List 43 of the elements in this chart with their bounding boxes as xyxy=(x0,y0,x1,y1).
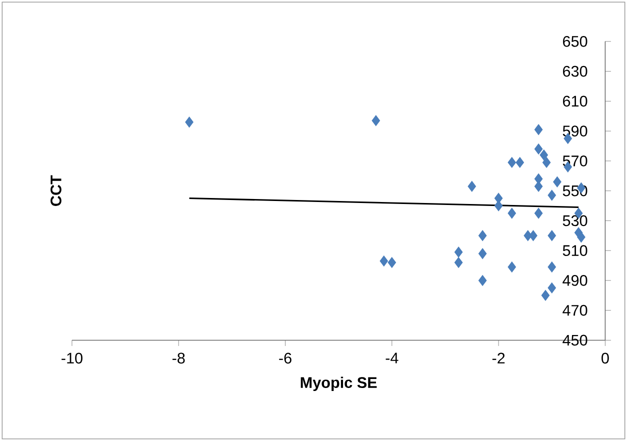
point xyxy=(548,190,556,201)
point xyxy=(478,230,487,241)
point xyxy=(388,257,396,268)
x-tick-label: -6 xyxy=(279,352,292,364)
point xyxy=(185,116,194,128)
y-tick-label: 590 xyxy=(562,126,588,136)
point xyxy=(548,230,556,241)
y-tick-label: 610 xyxy=(563,96,588,107)
x-axis-title: Myopic SE xyxy=(300,376,377,392)
point xyxy=(468,180,476,192)
point xyxy=(529,230,538,241)
point xyxy=(541,290,550,301)
y-axis-title: CCT xyxy=(50,175,62,206)
point xyxy=(454,246,463,258)
y-tick-label: 630 xyxy=(563,66,588,77)
point xyxy=(478,275,487,286)
point xyxy=(508,157,516,168)
x-tick-label: -4 xyxy=(386,352,398,364)
y-tick-label: 510 xyxy=(562,245,588,256)
point xyxy=(478,248,487,259)
point xyxy=(380,256,388,266)
point xyxy=(372,115,380,126)
y-tick-label: 650 xyxy=(563,36,588,47)
x-tick-label: -2 xyxy=(492,352,505,364)
point xyxy=(508,208,516,219)
point xyxy=(542,157,551,168)
point xyxy=(548,262,556,272)
point xyxy=(508,262,516,272)
x-tick-label: -10 xyxy=(62,352,82,364)
point xyxy=(553,176,562,188)
y-tick-label: 490 xyxy=(562,275,588,286)
point xyxy=(540,150,548,160)
point xyxy=(516,157,524,168)
point xyxy=(534,124,543,135)
x-tick-label: 0 xyxy=(602,352,609,364)
y-tick-label: 530 xyxy=(562,215,588,226)
point xyxy=(454,257,463,268)
point xyxy=(548,282,556,294)
point xyxy=(534,144,543,154)
y-tick-label: 470 xyxy=(562,304,588,316)
point xyxy=(534,208,543,219)
point xyxy=(577,232,586,242)
x-tick-label: -8 xyxy=(172,352,185,364)
